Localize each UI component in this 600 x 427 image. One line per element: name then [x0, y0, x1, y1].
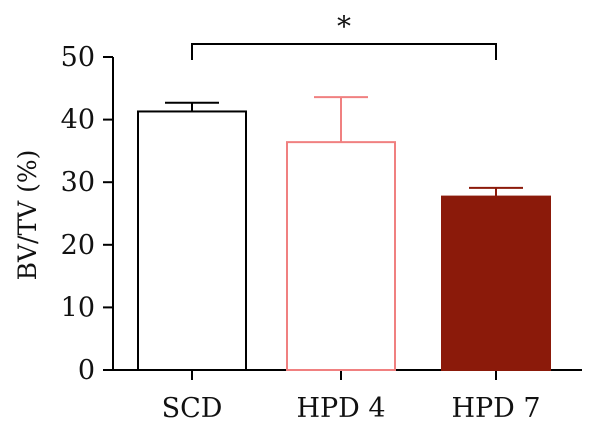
bar-hpd-7 [441, 195, 551, 371]
y-tick-label: 40 [61, 105, 95, 136]
significance-bracket [191, 43, 497, 60]
y-tick-label: 30 [61, 167, 95, 198]
y-axis-title: BV/TV (%) [13, 150, 42, 281]
y-tick-label: 20 [61, 230, 95, 261]
x-tick-label: HPD 7 [451, 393, 540, 424]
y-tick-label: 0 [78, 355, 95, 386]
y-axis: 0 10 20 30 40 50 [61, 42, 114, 386]
bar-scd [137, 110, 247, 371]
x-tick-label: HPD 4 [296, 393, 385, 424]
y-tick-label: 10 [61, 292, 95, 323]
bar-hpd-4 [286, 141, 396, 371]
error-bars [165, 96, 523, 197]
y-tick-label: 50 [61, 42, 95, 73]
x-tick-label: SCD [162, 393, 223, 424]
significance-annotations: * [191, 10, 497, 60]
significance-label: * [337, 10, 351, 43]
bars [137, 110, 551, 371]
x-axis: SCD HPD 4 HPD 7 [113, 369, 582, 424]
